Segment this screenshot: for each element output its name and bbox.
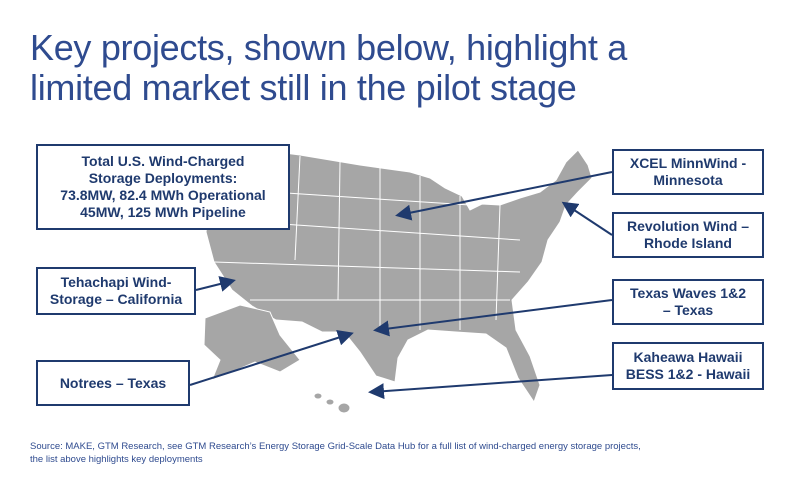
callout-line: 73.8MW, 82.4 MWh Operational: [60, 187, 266, 203]
callout-line: Rhode Island: [644, 235, 732, 251]
source-line: Source: MAKE, GTM Research, see GTM Rese…: [30, 441, 641, 452]
callout-line: Storage – California: [49, 291, 183, 307]
callout-line: BESS 1&2 - Hawaii: [625, 366, 751, 382]
callout: Total U.S. Wind-Charged Storage Deployme…: [36, 144, 290, 230]
title-line: Key projects, shown below, highlight a: [30, 27, 627, 68]
callout-line: Notrees – Texas: [59, 374, 167, 391]
callout-line: – Texas: [662, 302, 714, 318]
callout: Revolution Wind – Rhode Island: [612, 212, 764, 258]
callout-line: Minnesota: [653, 172, 723, 188]
callout: Kaheawa Hawaii BESS 1&2 - Hawaii: [612, 342, 764, 390]
callout-line: Total U.S. Wind-Charged: [81, 153, 245, 169]
callout-line: Storage Deployments:: [88, 170, 238, 186]
callout-line: 45MW, 125 MWh Pipeline: [80, 204, 246, 220]
callout-line: XCEL MinnWind -: [629, 155, 747, 171]
callout-line: Tehachapi Wind-: [60, 274, 172, 290]
callout-line: Texas Waves 1&2: [630, 285, 746, 301]
arrows: [189, 171, 613, 400]
source-line: the list above highlights key deployment…: [30, 454, 203, 465]
callout: Tehachapi Wind- Storage – California: [36, 267, 196, 315]
callout-line: Revolution Wind –: [627, 218, 749, 234]
callout: Texas Waves 1&2 – Texas: [612, 279, 764, 325]
source: Source: MAKE, GTM Research, see GTM Rese…: [30, 440, 641, 466]
callout: Notrees – Texas: [36, 360, 190, 406]
title-line: limited market still in the pilot stage: [30, 67, 577, 108]
callout: XCEL MinnWind - Minnesota: [612, 149, 764, 195]
title: Key projects, shown below, highlight a l…: [30, 28, 627, 108]
callout-line: Kaheawa Hawaii: [633, 349, 743, 365]
